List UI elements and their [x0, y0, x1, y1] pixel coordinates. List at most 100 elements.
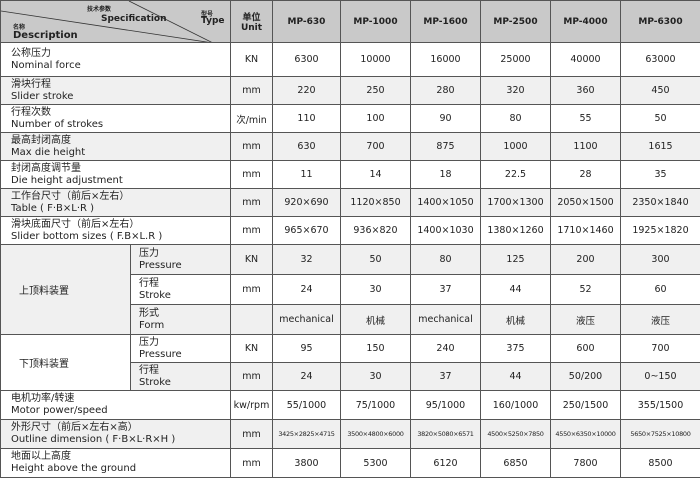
desc-cn: 滑块行程 [11, 78, 51, 90]
desc-cn: 滑块底面尺寸（前后×左右） [11, 218, 140, 230]
desc-en: Nominal force [11, 59, 81, 71]
desc-cn: 外形尺寸（前后×左右×高） [11, 422, 138, 433]
desc-cn: 名称 [13, 24, 26, 31]
table-row: 形式 Form mechanical 机械 mechanical 机械 液压 液压 [1, 304, 700, 335]
table-row: 下顶料装置 压力 Pressure KN 95 150 240 375 600 700 [0, 334, 700, 391]
value-cell: 50 [340, 244, 411, 275]
desc-en: Height above the ground [11, 463, 137, 474]
value-cell: 630 [272, 132, 341, 161]
value-cell: 150 [340, 334, 411, 363]
value-cell: 355/1500 [620, 390, 700, 420]
value-cell: 280 [410, 76, 481, 105]
spec-description: 地面以上高度 Height above the ground [0, 448, 231, 478]
value-cell: 4500×5250×7850 [480, 419, 551, 449]
value-cell: 50 [620, 104, 700, 133]
type-cn: 型号 [201, 11, 214, 18]
model-header: MP-1600 [410, 0, 481, 43]
value-cell: 875 [410, 132, 481, 161]
spec-description: 外形尺寸（前后×左右×高） Outline dimension ( F·B×L·R… [0, 419, 231, 449]
desc-cn: 行程 [139, 364, 159, 376]
value-cell: 75/1000 [340, 390, 411, 420]
value-cell: 700 [620, 334, 700, 363]
value-cell: 3500×4800×6000 [340, 419, 411, 449]
value-cell: 32 [272, 244, 341, 275]
table-row: 滑块行程 Slider stroke mm 220 250 280 320 360 450 [0, 76, 700, 105]
unit-cell: KN [230, 244, 273, 275]
value-cell: 95/1000 [410, 390, 481, 420]
value-cell: 14 [340, 160, 411, 189]
value-cell: 机械 [480, 304, 551, 335]
desc-cn: 地面以上高度 [11, 451, 71, 462]
unit-cell: mm [230, 362, 273, 391]
value-cell: 44 [480, 362, 551, 391]
unit-cell: 次/min [230, 104, 273, 133]
table-row: 上顶料装置 压力 Pressure KN 32 50 80 125 200 300 [0, 244, 700, 335]
desc-en: Motor power/speed [11, 405, 108, 416]
spec-description: 封闭高度调节量 Die height adjustment [0, 160, 231, 189]
value-cell: 100 [340, 104, 411, 133]
value-cell: 920×690 [272, 188, 341, 217]
value-cell: mechanical [272, 304, 341, 335]
spec-description: 公称压力 Nominal force [0, 42, 231, 77]
value-cell: 18 [410, 160, 481, 189]
value-cell: 7800 [550, 448, 621, 478]
value-cell: 40000 [550, 42, 621, 77]
value-cell: 1400×1030 [410, 216, 481, 245]
value-cell: 110 [272, 104, 341, 133]
value-cell: 360 [550, 76, 621, 105]
desc-cn: 行程次数 [11, 106, 51, 118]
table-row: 地面以上高度 Height above the ground mm 3800 5300 6… [0, 448, 700, 478]
value-cell: 52 [550, 274, 621, 305]
desc-cn: 电机功率/转速 [11, 393, 75, 404]
table-row: 封闭高度调节量 Die height adjustment mm 11 14 18 22.5… [0, 160, 700, 189]
value-cell: 11 [272, 160, 341, 189]
value-cell: 2050×1500 [550, 188, 621, 217]
value-cell: 2350×1840 [620, 188, 700, 217]
unit-cell: mm [230, 160, 273, 189]
value-cell: 250/1500 [550, 390, 621, 420]
value-cell: 95 [272, 334, 341, 363]
desc-en: Stroke [139, 289, 171, 301]
unit-cell: KN [230, 42, 273, 77]
diagonal-header-cell: 技术参数 Specification 型号 Type 名称 Descriptio… [0, 0, 231, 43]
unit-cell: mm [230, 216, 273, 245]
value-cell: 1700×1300 [480, 188, 551, 217]
value-cell: 320 [480, 76, 551, 105]
table-row: 工作台尺寸（前后×左右） Table ( F·B×L·R ) mm 920×690 11… [0, 188, 700, 217]
unit-cell: KN [230, 334, 273, 363]
value-cell: 80 [410, 244, 481, 275]
unit-cell: kw/rpm [230, 390, 273, 420]
value-cell: 450 [620, 76, 700, 105]
desc-en: Pressure [139, 259, 182, 271]
value-cell: 6300 [272, 42, 341, 77]
desc-en: Slider stroke [11, 90, 74, 102]
header-row: 技术参数 Specification 型号 Type 名称 Descriptio… [0, 0, 700, 43]
table-row: 公称压力 Nominal force KN 6300 10000 16000 25000 40… [0, 42, 700, 77]
value-cell: 3425×2825×4715 [272, 419, 341, 449]
value-cell: 44 [480, 274, 551, 305]
spec-description: 行程次数 Number of strokes [0, 104, 231, 133]
value-cell: 10000 [340, 42, 411, 77]
desc-en: Slider bottom sizes ( F.B×L.R ) [11, 230, 163, 242]
spec-en: Specification [101, 14, 167, 24]
value-cell: 3820×5080×6571 [410, 419, 481, 449]
value-cell: 6850 [480, 448, 551, 478]
value-cell: 1400×1050 [410, 188, 481, 217]
spec-description: 形式 Form [130, 304, 231, 335]
unit-cell: mm [230, 419, 273, 449]
value-cell: 液压 [620, 304, 700, 335]
value-cell: 1710×1460 [550, 216, 621, 245]
desc-en: Table ( F·B×L·R ) [11, 202, 95, 214]
model-header: MP-4000 [550, 0, 621, 43]
desc-cn: 工作台尺寸（前后×左右） [11, 190, 130, 202]
value-cell: 37 [410, 362, 481, 391]
group-label: 上顶料装置 [0, 244, 131, 335]
desc-en: Die height adjustment [11, 174, 123, 186]
value-cell: 200 [550, 244, 621, 275]
spec-description: 电机功率/转速 Motor power/speed [0, 390, 231, 420]
spec-description: 压力 Pressure [130, 244, 231, 275]
value-cell: 30 [340, 274, 411, 305]
spec-description: 最高封闭高度 Max die height [0, 132, 231, 161]
desc-cn: 封闭高度调节量 [11, 162, 81, 174]
spec-cn: 技术参数 [87, 6, 112, 13]
